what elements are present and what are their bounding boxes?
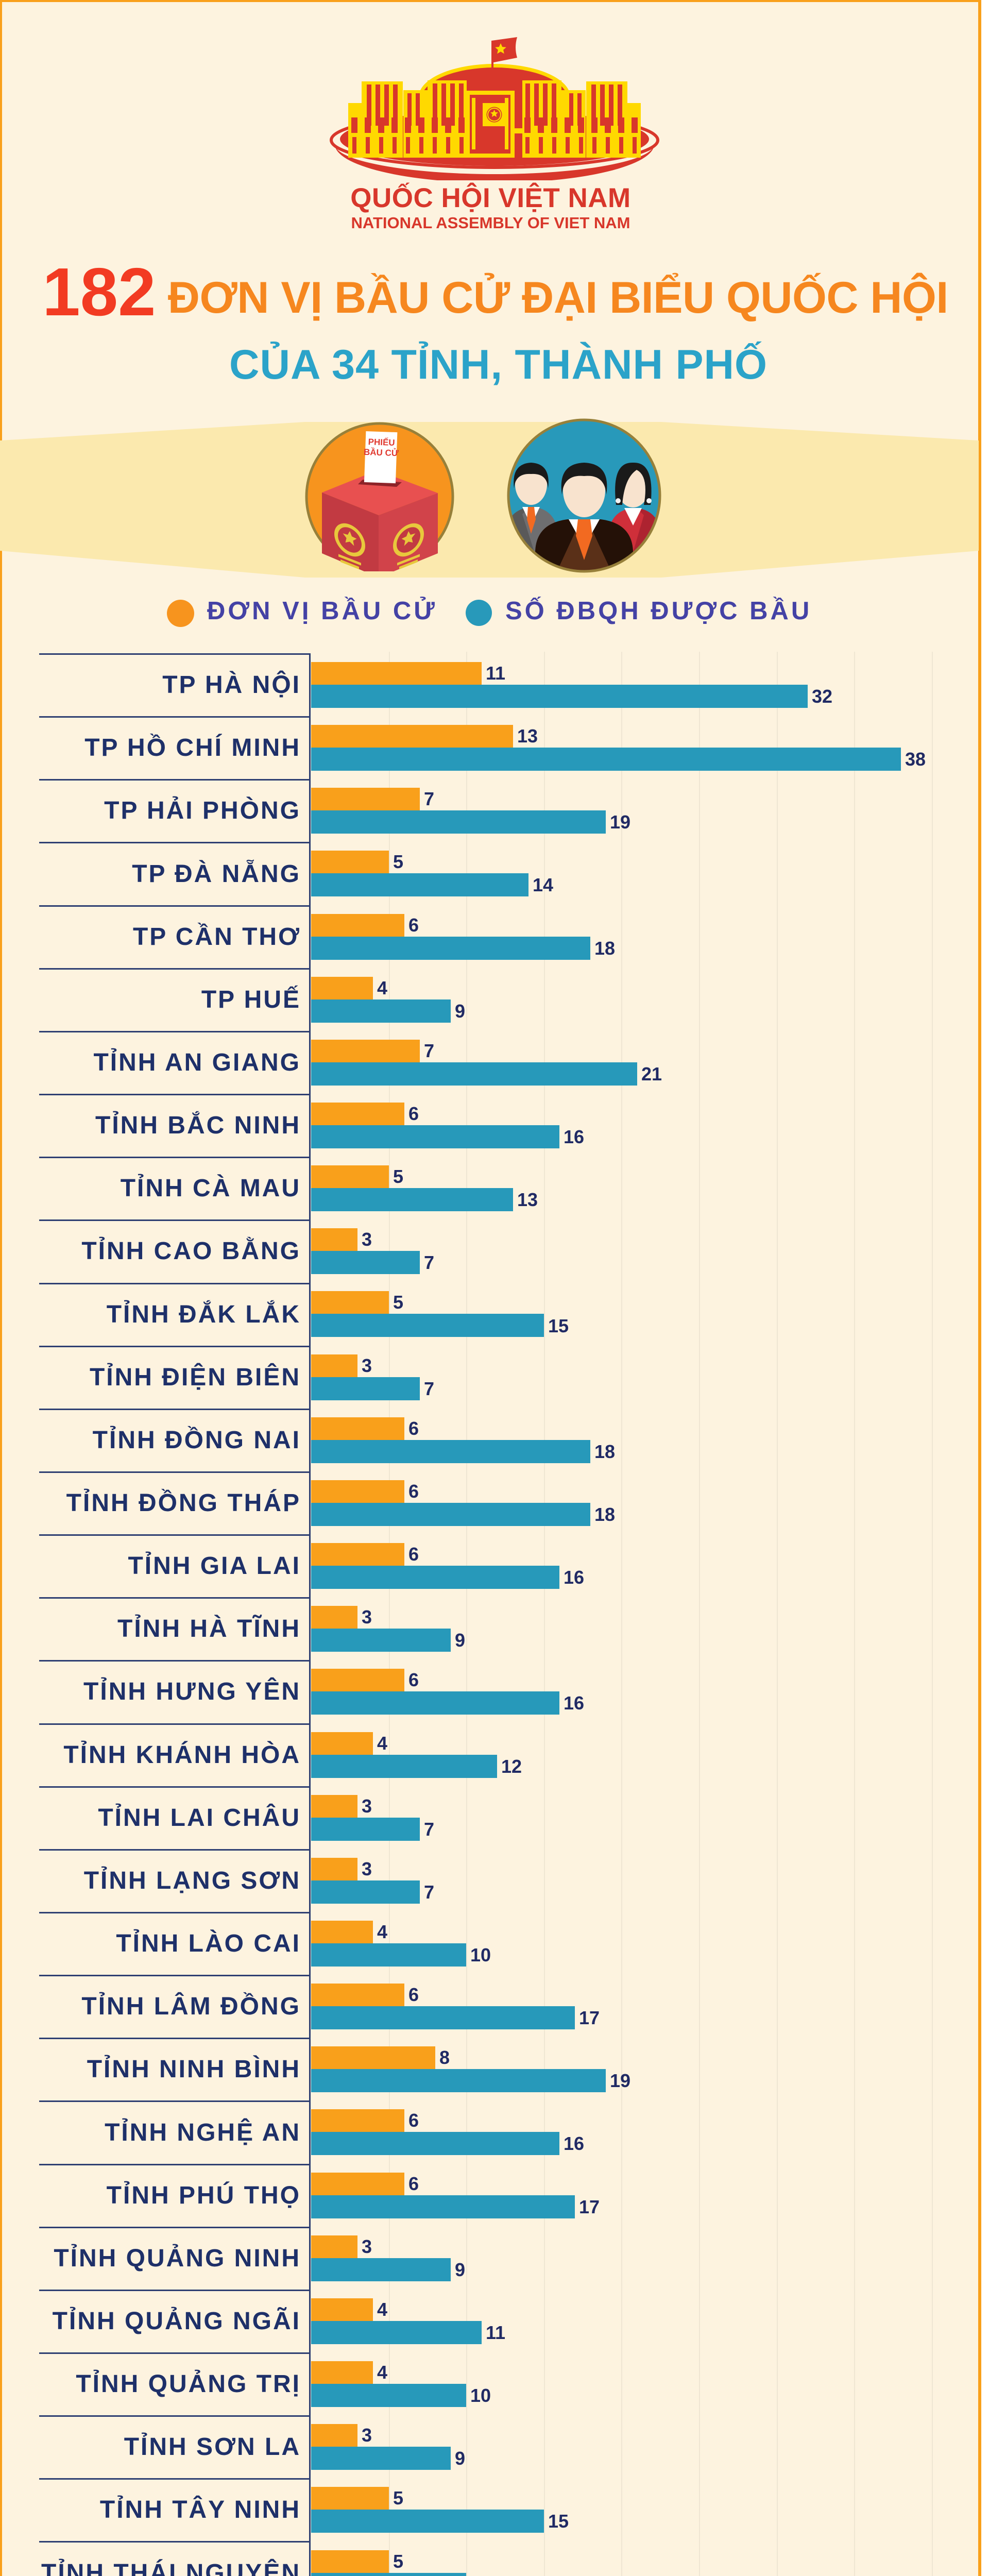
svg-text:BẦU CỬ: BẦU CỬ <box>364 447 399 458</box>
svg-text:PHIẾU: PHIẾU <box>368 437 395 448</box>
